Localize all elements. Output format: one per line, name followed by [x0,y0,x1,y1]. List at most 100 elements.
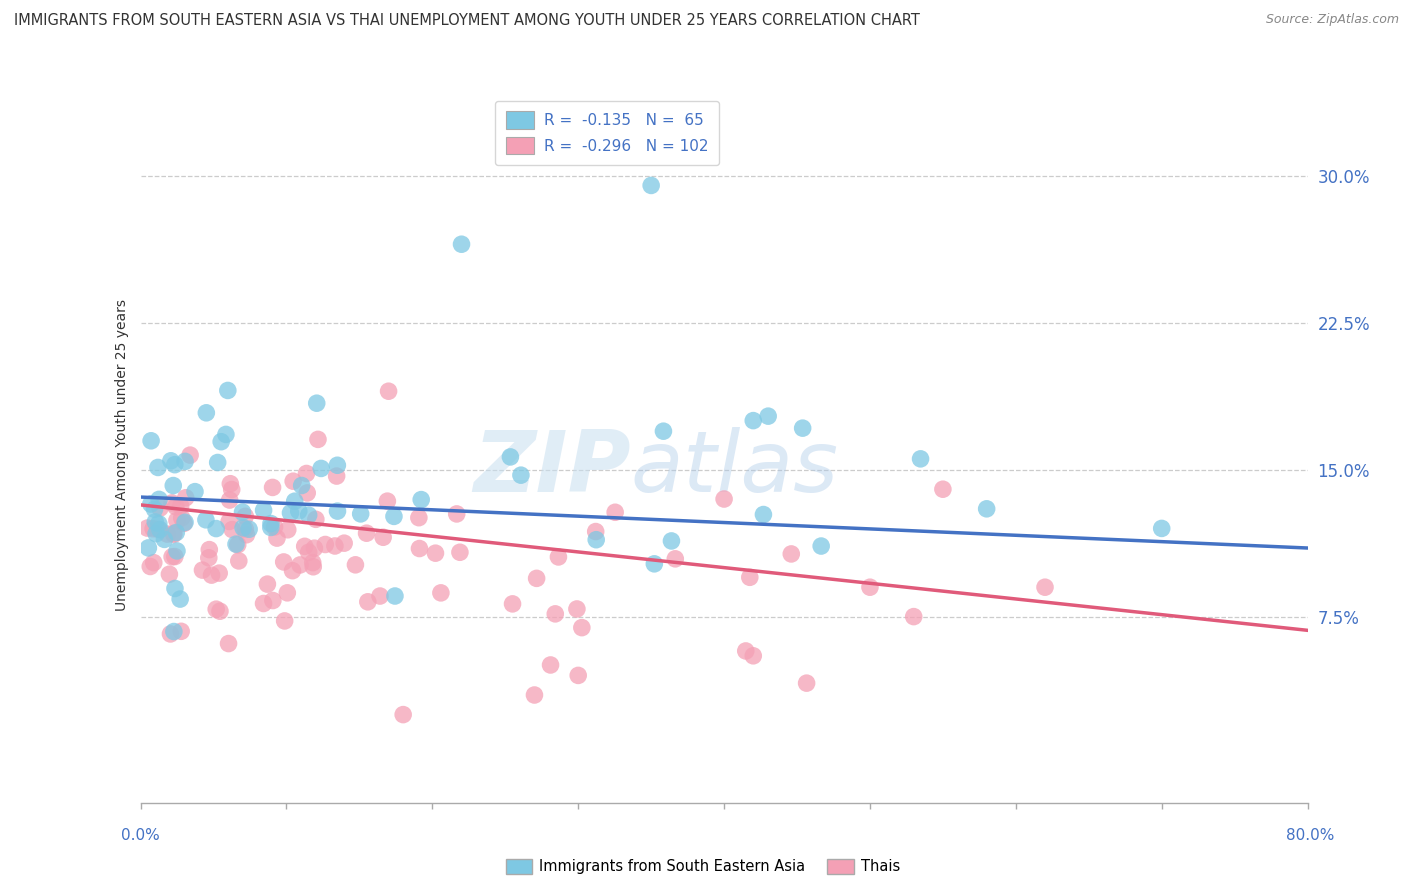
Point [252,597,274,611]
Point [605,505,627,519]
Point [547,549,569,564]
Point [281,564,304,578]
Point [218,515,240,529]
Point [179,448,201,462]
Point [148,516,170,531]
Point [252,503,274,517]
Point [283,474,305,488]
Point [184,484,207,499]
Point [298,508,321,523]
Point [277,523,299,537]
Point [238,522,260,536]
Point [205,522,228,536]
Point [165,525,187,540]
Point [148,492,170,507]
Point [932,482,955,496]
Legend: Immigrants from South Eastern Asia, Thais: Immigrants from South Eastern Asia, Thai… [501,853,905,880]
Point [350,507,373,521]
Point [200,568,222,582]
Point [142,556,165,570]
Point [225,537,247,551]
Point [713,491,735,506]
Point [377,494,399,508]
Point [156,527,179,541]
Point [450,237,472,252]
Point [138,541,160,555]
Point [266,531,288,545]
Point [218,493,240,508]
Point [260,516,283,531]
Point [567,668,589,682]
Point [174,491,197,505]
Point [298,545,321,559]
Point [565,602,588,616]
Point [742,414,765,428]
Point [544,607,567,621]
Point [231,505,253,519]
Point [170,499,193,513]
Point [145,526,167,541]
Point [159,627,181,641]
Point [228,554,250,568]
Point [139,497,162,511]
Point [314,537,336,551]
Point [262,480,284,494]
Point [163,526,186,541]
Point [640,178,662,193]
Point [142,522,165,536]
Point [163,549,186,564]
Point [1150,521,1173,535]
Point [384,589,406,603]
Point [273,614,295,628]
Point [218,636,240,650]
Point [373,530,395,544]
Point [368,589,391,603]
Point [221,483,243,497]
Point [304,541,326,556]
Point [174,454,197,468]
Point [323,539,346,553]
Point [160,454,183,468]
Point [305,396,328,410]
Point [377,384,399,399]
Point [734,644,756,658]
Point [408,510,430,524]
Point [449,545,471,559]
Point [233,509,256,524]
Point [643,557,665,571]
Point [780,547,803,561]
Point [585,524,607,539]
Point [333,536,356,550]
Point [408,541,430,556]
Point [523,688,546,702]
Point [226,538,249,552]
Point [307,433,329,447]
Point [205,602,228,616]
Point [752,508,775,522]
Point [392,707,415,722]
Point [262,593,284,607]
Point [425,546,447,560]
Point [276,586,298,600]
Point [357,595,380,609]
Legend: R =  -0.135   N =  65, R =  -0.296   N = 102: R = -0.135 N = 65, R = -0.296 N = 102 [495,101,720,165]
Point [208,604,231,618]
Point [295,467,318,481]
Point [309,461,332,475]
Point [235,527,257,541]
Point [149,523,172,537]
Point [162,478,184,492]
Point [301,556,323,570]
Point [792,421,814,435]
Point [446,507,468,521]
Point [153,533,176,547]
Point [910,451,932,466]
Point [585,533,607,547]
Point [160,549,183,564]
Point [326,458,349,473]
Point [157,567,180,582]
Point [305,512,328,526]
Point [325,469,347,483]
Point [903,609,925,624]
Point [170,511,193,525]
